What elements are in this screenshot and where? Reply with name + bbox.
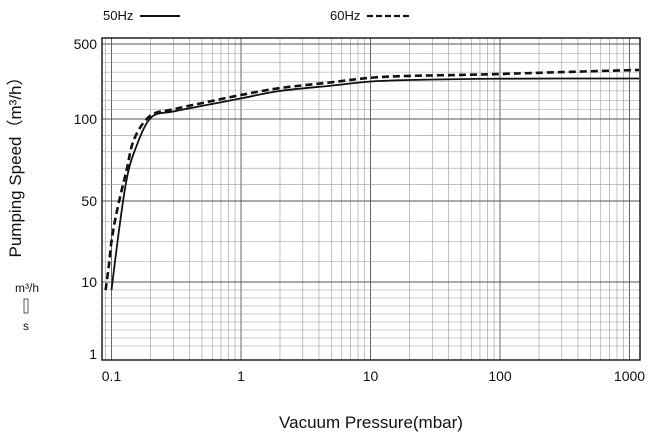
y-tick-label: 50 xyxy=(81,193,97,209)
unit-equals-glyph xyxy=(23,298,29,314)
legend: 50Hz 60Hz xyxy=(103,8,409,23)
series-line-60hz xyxy=(104,68,640,291)
grid-lines xyxy=(102,38,640,360)
x-tick-label: 0.1 xyxy=(102,368,122,384)
unit-label-top: m³/h xyxy=(15,281,39,295)
unit-annotation: m³/h s xyxy=(15,281,39,333)
series-line-50hz xyxy=(110,77,639,291)
x-tick-label: 1000 xyxy=(614,368,645,384)
legend-label-60hz: 60Hz xyxy=(330,8,360,23)
x-tick-label: 1 xyxy=(237,368,245,384)
series-layer xyxy=(104,68,640,291)
x-tick-label: 100 xyxy=(488,368,512,384)
y-tick-label: 500 xyxy=(74,36,98,52)
legend-label-50hz: 50Hz xyxy=(103,8,133,23)
y-tick-labels: 1 10 50 100 500 xyxy=(74,36,98,362)
y-tick-label: 10 xyxy=(81,274,97,290)
unit-label-bottom: s xyxy=(23,319,29,333)
x-tick-labels: 0.1 1 10 100 1000 xyxy=(102,368,646,384)
y-tick-label: 1 xyxy=(89,346,97,362)
plot-frame xyxy=(101,37,641,361)
y-axis-title: Pumping Speed（m³/h） xyxy=(6,69,25,258)
x-tick-label: 10 xyxy=(363,368,379,384)
y-tick-label: 100 xyxy=(74,111,98,127)
x-axis-title: Vacuum Pressure(mbar) xyxy=(279,413,463,432)
